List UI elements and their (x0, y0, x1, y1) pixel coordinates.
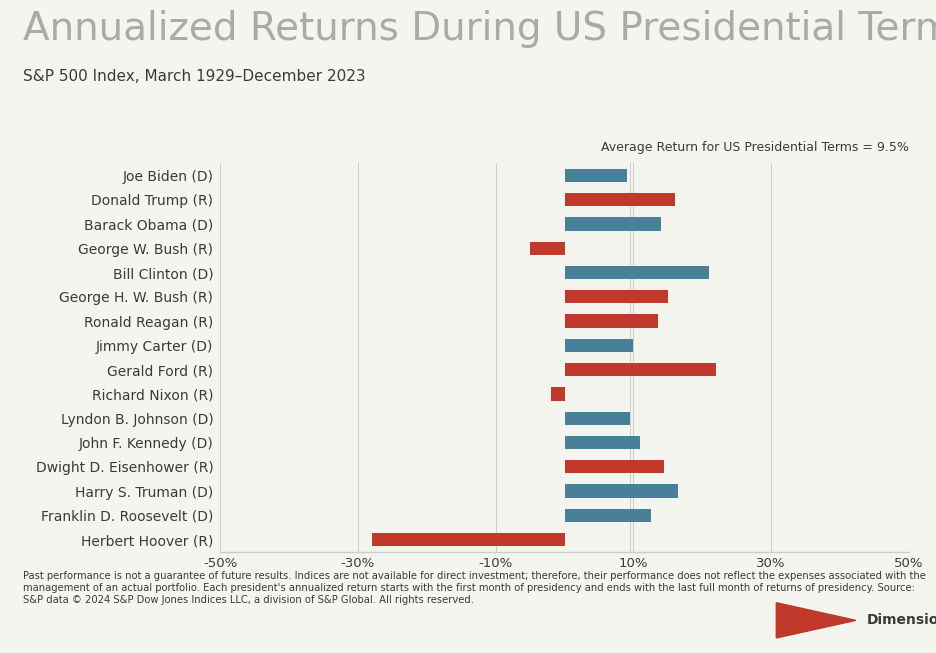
Text: Annualized Returns During US Presidential Terms: Annualized Returns During US Presidentia… (23, 10, 936, 48)
Bar (563, 314, 657, 328)
Bar (563, 217, 660, 231)
Bar (372, 533, 563, 547)
Bar (563, 485, 678, 498)
Text: Average Return for US Presidential Terms = 9.5%: Average Return for US Presidential Terms… (600, 140, 908, 153)
Bar (563, 436, 639, 449)
Polygon shape (775, 603, 855, 638)
Bar (563, 193, 674, 206)
Text: S&P 500 Index, March 1929–December 2023: S&P 500 Index, March 1929–December 2023 (23, 69, 366, 84)
Bar (563, 168, 626, 182)
Text: Past performance is not a guarantee of future results. Indices are not available: Past performance is not a guarantee of f… (23, 571, 926, 605)
Bar (563, 339, 633, 352)
Bar (563, 460, 664, 473)
Text: Dimensional: Dimensional (866, 613, 936, 628)
Bar (550, 387, 563, 401)
Bar (563, 509, 650, 522)
Bar (530, 242, 563, 255)
Bar (563, 363, 715, 376)
Bar (563, 411, 629, 425)
Bar (563, 290, 667, 304)
Bar (563, 266, 709, 279)
